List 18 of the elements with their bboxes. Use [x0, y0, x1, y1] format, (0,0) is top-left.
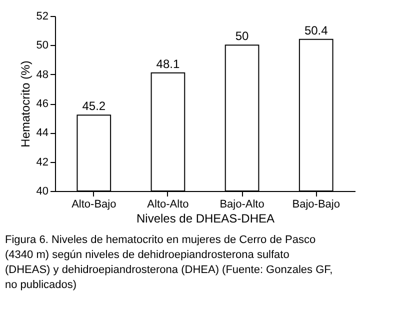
text: Figura 6. Niveles de hematocrito en mujeres de Cerro de Pasco (4340 m) según niveles de dehidroepiandrosterona sulfato (DHEAS) y dehidroepiandrosterona (DHEA) (Fuente: Gonzales GF, no publicados)	[5, 234, 333, 291]
y-tick-label: 48	[36, 68, 48, 81]
data-label: 50	[235, 29, 250, 44]
y-tick-label: 52	[36, 10, 48, 22]
x-tick-label: Alto-Bajo	[72, 198, 116, 210]
data-label: 50.4	[304, 23, 328, 38]
data-label: 48.1	[156, 56, 180, 71]
data-label: 45.2	[82, 99, 106, 114]
x-tick-label: Alto-Alto	[147, 198, 189, 210]
x-axis-title: Niveles de DHEAS-DHEA	[136, 212, 275, 226]
y-tick-label: 42	[36, 156, 48, 168]
x-tick-label: Bajo-Alto	[220, 198, 264, 210]
y-tick-label: 46	[36, 98, 48, 110]
y-tick-label: 50	[36, 40, 48, 52]
y-axis-title: Hematocrito (%)	[18, 60, 32, 148]
y-tick-label: 44	[36, 127, 48, 140]
y-tick-label: 40	[36, 186, 48, 198]
x-tick-label: Bajo-Bajo	[292, 198, 340, 210]
